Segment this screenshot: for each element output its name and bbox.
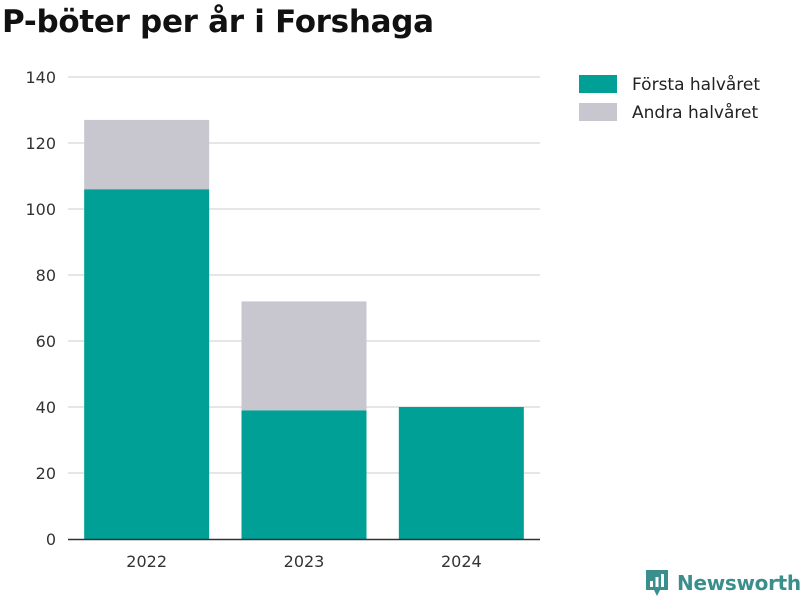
y-tick-label: 40 [36, 398, 56, 417]
bar-2022-series-1 [84, 189, 210, 539]
legend: Första halvåret Andra halvåret [579, 74, 760, 123]
x-tick-label: 2024 [441, 552, 482, 571]
y-tick-label: 20 [36, 464, 56, 483]
legend-label: Andra halvåret [632, 102, 758, 123]
y-tick-label: 140 [25, 68, 56, 87]
y-tick-label: 80 [36, 266, 56, 285]
y-tick-label: 120 [25, 134, 56, 153]
brand-name: Newsworthy [677, 571, 800, 595]
legend-swatch [579, 103, 617, 121]
chart-speech-bubble-icon [646, 570, 668, 596]
y-tick-labels: 0 20 40 60 80 100 120 140 [25, 68, 56, 549]
x-tick-label: 2022 [126, 552, 167, 571]
bar-2024-series-1 [398, 407, 524, 539]
bar-2023-series-2 [241, 301, 367, 411]
x-tick-label: 2023 [284, 552, 325, 571]
legend-label: Första halvåret [632, 74, 760, 95]
legend-swatch [579, 75, 617, 93]
chart-title: P-böter per år i Forshaga [2, 4, 434, 40]
bar-2022-series-2 [84, 119, 210, 190]
bars [84, 119, 524, 539]
newsworthy-logo: Newsworthy [644, 568, 800, 598]
x-tick-labels: 2022 2023 2024 [126, 552, 481, 571]
y-tick-label: 100 [25, 200, 56, 219]
y-tick-label: 60 [36, 332, 56, 351]
bar-2023-series-1 [241, 410, 367, 539]
y-tick-label: 0 [46, 530, 56, 549]
